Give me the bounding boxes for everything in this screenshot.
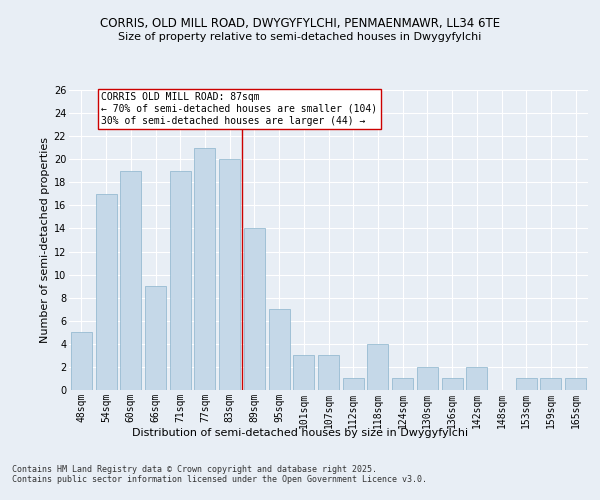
Bar xyxy=(343,378,364,390)
Bar xyxy=(219,159,240,390)
Bar xyxy=(145,286,166,390)
Bar xyxy=(170,171,191,390)
Bar xyxy=(293,356,314,390)
Bar xyxy=(516,378,537,390)
Text: CORRIS, OLD MILL ROAD, DWYGYFYLCHI, PENMAENMAWR, LL34 6TE: CORRIS, OLD MILL ROAD, DWYGYFYLCHI, PENM… xyxy=(100,18,500,30)
Bar xyxy=(392,378,413,390)
Bar xyxy=(442,378,463,390)
Bar xyxy=(466,367,487,390)
Bar xyxy=(318,356,339,390)
Bar xyxy=(417,367,438,390)
Bar xyxy=(71,332,92,390)
Text: CORRIS OLD MILL ROAD: 87sqm
← 70% of semi-detached houses are smaller (104)
30% : CORRIS OLD MILL ROAD: 87sqm ← 70% of sem… xyxy=(101,92,377,126)
Bar xyxy=(194,148,215,390)
Bar xyxy=(244,228,265,390)
Bar xyxy=(269,309,290,390)
Text: Distribution of semi-detached houses by size in Dwygyfylchi: Distribution of semi-detached houses by … xyxy=(132,428,468,438)
Bar xyxy=(120,171,141,390)
Bar xyxy=(367,344,388,390)
Y-axis label: Number of semi-detached properties: Number of semi-detached properties xyxy=(40,137,50,343)
Bar xyxy=(95,194,116,390)
Text: Contains HM Land Registry data © Crown copyright and database right 2025.
Contai: Contains HM Land Registry data © Crown c… xyxy=(12,465,427,484)
Text: Size of property relative to semi-detached houses in Dwygyfylchi: Size of property relative to semi-detach… xyxy=(118,32,482,42)
Bar xyxy=(541,378,562,390)
Bar xyxy=(565,378,586,390)
